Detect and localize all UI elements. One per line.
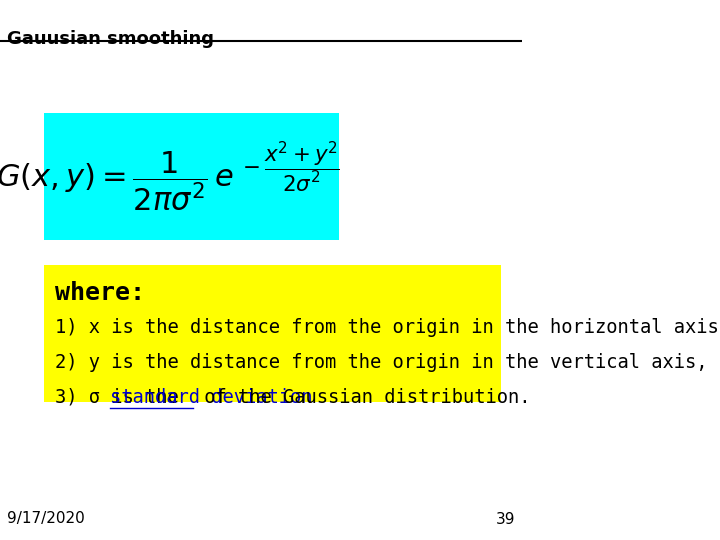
FancyBboxPatch shape <box>45 113 339 240</box>
Text: $G(x, y) = \dfrac{1}{2\pi\sigma^2}\, e^{\,-\dfrac{x^2+y^2}{2\sigma^2}}$: $G(x, y) = \dfrac{1}{2\pi\sigma^2}\, e^{… <box>0 139 340 214</box>
Text: standard deviation: standard deviation <box>110 388 312 407</box>
Text: of the Gaussian distribution.: of the Gaussian distribution. <box>192 388 530 407</box>
Text: 9/17/2020: 9/17/2020 <box>6 511 84 526</box>
Text: Gauusian smoothing: Gauusian smoothing <box>6 30 214 48</box>
FancyBboxPatch shape <box>45 265 501 402</box>
Text: where:: where: <box>55 281 145 305</box>
Text: 39: 39 <box>495 511 515 526</box>
Text: 3) σ is the: 3) σ is the <box>55 388 190 407</box>
Text: 1) x is the distance from the origin in the horizontal axis,: 1) x is the distance from the origin in … <box>55 318 720 336</box>
Text: 2) y is the distance from the origin in the vertical axis, and: 2) y is the distance from the origin in … <box>55 353 720 372</box>
